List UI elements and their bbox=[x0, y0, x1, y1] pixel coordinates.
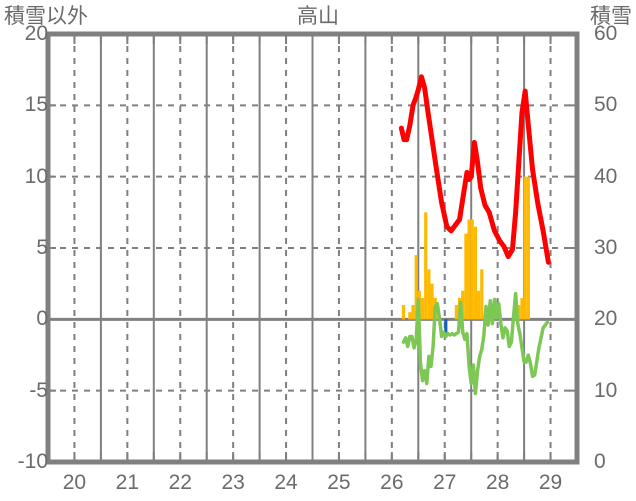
left-axis-tick-label: -5 bbox=[29, 378, 48, 402]
left-axis-tick-label: 10 bbox=[24, 164, 48, 188]
snow-bar bbox=[411, 305, 415, 320]
x-axis-tick-label: 24 bbox=[274, 471, 298, 494]
x-axis-tick-label: 21 bbox=[115, 471, 140, 494]
temperature-line bbox=[398, 74, 551, 265]
left-axis-tick-label: 0 bbox=[36, 307, 48, 331]
left-axis-tick-label: 15 bbox=[24, 93, 48, 117]
x-axis-tick-label: 28 bbox=[485, 471, 510, 494]
snow-bar bbox=[424, 212, 428, 320]
x-axis-tick-label: 20 bbox=[62, 471, 87, 494]
x-axis-tick-label: 29 bbox=[538, 471, 563, 494]
right-axis-tick-label: 0 bbox=[594, 450, 606, 473]
right-axis-tick-label: 60 bbox=[594, 22, 618, 45]
snow-bar bbox=[430, 283, 434, 320]
snow-bar bbox=[401, 305, 406, 320]
x-axis-tick-label: 27 bbox=[433, 471, 457, 494]
right-axis-tick-label: 30 bbox=[594, 236, 618, 259]
right-axis-title: 積雪 bbox=[590, 5, 632, 28]
right-axis-tick-label: 10 bbox=[594, 378, 618, 402]
x-axis-tick-label: 23 bbox=[221, 471, 245, 494]
snow-bar bbox=[480, 269, 484, 320]
left-axis-tick-labels: 20 15 10 5 0 -5 -10 bbox=[0, 0, 48, 501]
wind-line bbox=[401, 291, 550, 396]
snow-bar bbox=[473, 226, 478, 320]
right-axis-tick-label: 50 bbox=[594, 93, 618, 117]
snow-bar bbox=[526, 176, 530, 320]
snow-bar bbox=[414, 255, 418, 320]
snow-bar bbox=[461, 290, 465, 320]
snow-bar bbox=[420, 297, 425, 320]
snow-bar bbox=[454, 305, 458, 320]
precipitation-bar bbox=[444, 319, 448, 337]
snow-bar bbox=[427, 269, 431, 320]
snow-bar bbox=[477, 290, 481, 320]
left-axis-tick-label: -10 bbox=[17, 450, 48, 473]
snow-bar bbox=[408, 312, 412, 320]
snow-bar bbox=[523, 176, 527, 320]
page-title: 高山 bbox=[297, 5, 339, 28]
right-axis-tick-labels: 60 50 40 30 20 10 0 bbox=[586, 0, 636, 501]
right-axis-tick-label: 20 bbox=[594, 307, 618, 331]
snow-bar bbox=[520, 297, 524, 320]
left-axis-tick-label: 5 bbox=[36, 236, 48, 259]
snow-bar bbox=[467, 219, 471, 320]
x-axis-tick-label: 26 bbox=[380, 471, 404, 494]
snow-bar bbox=[464, 233, 468, 320]
x-axis-tick-label: 25 bbox=[327, 471, 351, 494]
snow-bar bbox=[470, 219, 474, 320]
right-axis-tick-label: 40 bbox=[594, 164, 618, 188]
x-axis-tick-label: 22 bbox=[168, 471, 192, 494]
left-axis-tick-label: 20 bbox=[24, 22, 48, 45]
snow-bar bbox=[517, 305, 521, 320]
left-axis-title: 積雪以外 bbox=[4, 5, 88, 28]
